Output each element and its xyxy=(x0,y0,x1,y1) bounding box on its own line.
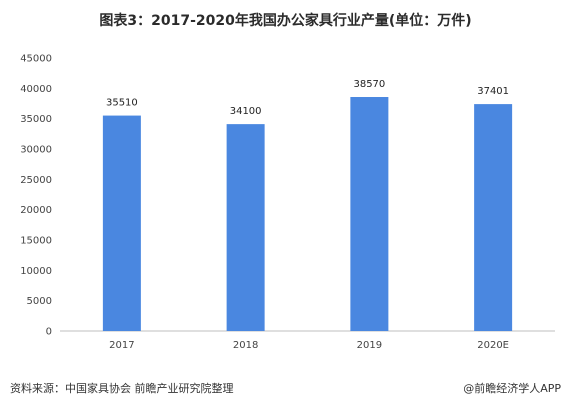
data-label-2019: 38570 xyxy=(353,79,385,90)
source-note: 资料来源：中国家具协会 前瞻产业研究院整理 xyxy=(10,382,234,395)
brand-label: @前瞻经济学人APP xyxy=(463,382,561,395)
data-label-2018: 34100 xyxy=(230,106,262,117)
y-tick-label: 5000 xyxy=(27,296,52,307)
bar-2018 xyxy=(226,124,265,331)
data-label-2017: 35510 xyxy=(106,98,138,109)
x-tick-label-2020E: 2020E xyxy=(477,340,509,351)
y-tick-label: 35000 xyxy=(20,114,52,125)
bar-2020E xyxy=(474,104,513,331)
x-tick-label-2018: 2018 xyxy=(233,340,258,351)
y-tick-label: 25000 xyxy=(20,175,52,186)
bar-2017 xyxy=(102,115,141,332)
x-tick-label-2019: 2019 xyxy=(357,340,382,351)
y-tick-label: 30000 xyxy=(20,145,52,156)
y-tick-label: 45000 xyxy=(20,54,52,65)
chart-title: 图表3：2017-2020年我国办公家具行业产量(单位：万件) xyxy=(99,13,472,29)
bar-2019 xyxy=(350,97,389,331)
y-tick-label: 40000 xyxy=(20,84,52,95)
y-tick-label: 10000 xyxy=(20,266,52,277)
y-tick-label: 20000 xyxy=(20,205,52,216)
y-tick-label: 15000 xyxy=(20,236,52,247)
y-tick-label: 0 xyxy=(46,327,52,338)
x-tick-label-2017: 2017 xyxy=(109,340,134,351)
data-label-2020E: 37401 xyxy=(477,86,509,97)
